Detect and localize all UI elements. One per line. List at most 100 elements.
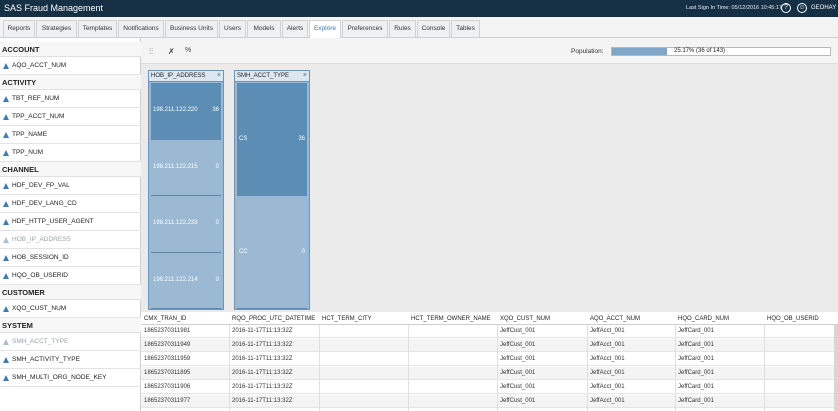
explore-toolbar: ⫶⫶ ✗ % Population: 25.17% (36 of 143) xyxy=(141,38,838,64)
filter-bin[interactable]: 198.211.122.214 0 xyxy=(151,252,221,309)
user-icon[interactable]: ☺ xyxy=(797,3,807,13)
percent-toggle[interactable]: % xyxy=(185,47,192,54)
sidebar-field-tpp-acct-num[interactable]: TPP_ACCT_NUM xyxy=(0,108,141,126)
close-icon[interactable]: × xyxy=(302,72,307,79)
field-type-icon xyxy=(3,219,9,225)
tab-models[interactable]: Models xyxy=(247,20,281,37)
sidebar-field-label: HOB_IP_ADDRESS xyxy=(12,236,71,243)
column-header-aqo-acct-num[interactable]: AQO_ACCT_NUM xyxy=(590,316,641,322)
sidebar-field-xqo-cust-num[interactable]: XQO_CUST_NUM xyxy=(0,300,141,318)
table-row[interactable]: 18652370311959 2016-11-17T11:13:32Z JeffCu… xyxy=(141,353,838,366)
tab-tables[interactable]: Tables xyxy=(451,20,480,37)
table-row[interactable]: 18652370311977 2016-11-17T11:13:32Z JeffCu… xyxy=(141,395,838,408)
main-tabs: Reports Strategies Templates Notifications B… xyxy=(0,17,838,38)
tab-users[interactable]: Users xyxy=(219,20,246,37)
table-row[interactable]: 18652370311949 2016-11-17T11:13:32Z JeffCu… xyxy=(141,339,838,352)
tab-strategies[interactable]: Strategies xyxy=(36,20,77,37)
column-header-hqo-ob-userid[interactable]: HQO_OB_USERID xyxy=(767,316,819,322)
column-header-hqo-card-num[interactable]: HQO_CARD_NUM xyxy=(678,316,730,322)
table-cell: 2016-11-17T11:13:32Z xyxy=(232,370,293,376)
field-type-icon xyxy=(3,150,9,156)
column-divider xyxy=(675,325,676,411)
sidebar-field-smh-acct-type[interactable]: SMH_ACCT_TYPE xyxy=(0,333,141,351)
table-cell: JeffCard_001 xyxy=(678,384,714,390)
tab-notifications[interactable]: Notifications xyxy=(118,20,164,37)
filter-bin-label: 198.211.122.215 xyxy=(153,163,198,170)
table-row[interactable]: 18652370311895 2016-11-17T11:13:32Z JeffCu… xyxy=(141,367,838,380)
table-cell: JeffCard_001 xyxy=(678,328,714,334)
sidebar-field-hdf-dev-lang-cd[interactable]: HDF_DEV_LANG_CD xyxy=(0,195,141,213)
sidebar-field-tpp-name[interactable]: TPP_NAME xyxy=(0,126,141,144)
field-type-icon xyxy=(3,375,9,381)
sidebar-field-label: HDF_HTTP_USER_AGENT xyxy=(12,218,94,225)
question-icon[interactable]: ? xyxy=(781,3,791,13)
filter-bin-label: 198.211.122.220 xyxy=(153,107,198,114)
table-cell: JeffAcct_001 xyxy=(590,370,625,376)
filter-card-hob-ip-address: HOB_IP_ADDRESS × 198.211.122.220 36 198.211.… xyxy=(148,70,224,310)
table-cell: JeffCard_001 xyxy=(678,342,714,348)
table-cell: 18652370311977 xyxy=(144,398,191,404)
table-cell: JeffCust_001 xyxy=(500,370,536,376)
field-type-icon xyxy=(3,96,9,102)
sidebar-field-aqo-acct-num[interactable]: AQO_ACCT_NUM xyxy=(0,57,141,75)
tab-console[interactable]: Console xyxy=(417,20,450,37)
clear-filter-icon[interactable]: ✗ xyxy=(168,47,175,56)
username[interactable]: GEOHAY xyxy=(811,5,837,11)
sidebar-field-hdf-http-user-agent[interactable]: HDF_HTTP_USER_AGENT xyxy=(0,213,141,231)
column-divider xyxy=(229,325,230,411)
app-title: SAS Fraud Management xyxy=(4,3,104,13)
filter-columns-icon[interactable]: ⫶⫶ xyxy=(149,47,153,56)
table-row[interactable]: 18652370311906 2016-11-17T11:13:32Z JeffCu… xyxy=(141,381,838,394)
sidebar-field-label: SMH_MULTI_ORG_NODE_KEY xyxy=(12,374,107,381)
tab-preferences[interactable]: Preferences xyxy=(342,20,388,37)
field-type-icon xyxy=(3,114,9,120)
filter-card-header: SMH_ACCT_TYPE × xyxy=(235,71,309,82)
tab-explore[interactable]: Explore xyxy=(309,20,341,38)
filter-bin-count: 0 xyxy=(215,276,219,283)
population-bar-fill xyxy=(612,48,667,55)
sidebar-field-tpp-num[interactable]: TPP_NUM xyxy=(0,144,141,162)
filter-bin-count: 0 xyxy=(301,248,305,255)
tab-templates[interactable]: Templates xyxy=(78,20,117,37)
table-cell: 2016-11-17T11:13:32Z xyxy=(232,356,293,362)
column-divider xyxy=(319,325,320,411)
sidebar-field-hdf-dev-fp-val[interactable]: HDF_DEV_FP_VAL xyxy=(0,177,141,195)
filter-bin[interactable]: CC 0 xyxy=(237,196,307,309)
filter-bin[interactable]: CS 36 xyxy=(237,83,307,196)
column-header-cmx-tran-id[interactable]: CMX_TRAN_ID xyxy=(144,316,187,322)
close-icon[interactable]: × xyxy=(216,72,221,79)
column-header-rqo-proc-utc-datetime[interactable]: RQO_PROC_UTC_DATETIME xyxy=(232,316,316,322)
table-cell: JeffCard_001 xyxy=(678,370,714,376)
field-type-icon xyxy=(3,339,9,345)
filter-bin[interactable]: 198.211.122.233 0 xyxy=(151,196,221,253)
column-header-hct-term-city[interactable]: HCT_TERM_CITY xyxy=(322,316,372,322)
column-header-hct-term-owner-name[interactable]: HCT_TERM_OWNER_NAME xyxy=(411,316,491,322)
field-type-icon xyxy=(3,63,9,69)
filter-card-title: SMH_ACCT_TYPE xyxy=(237,73,290,79)
sidebar-field-label: TPP_NAME xyxy=(12,131,48,138)
filter-bin[interactable]: 198.211.122.215 0 xyxy=(151,139,221,196)
tab-rules[interactable]: Rules xyxy=(389,20,416,37)
table-cell: 2016-11-17T11:13:32Z xyxy=(232,342,293,348)
filter-bin[interactable]: 198.211.122.220 36 xyxy=(151,83,221,140)
table-cell: JeffCard_001 xyxy=(678,356,714,362)
table-scrollbar[interactable] xyxy=(834,325,838,411)
sidebar-field-hob-session-id[interactable]: HOB_SESSION_ID xyxy=(0,249,141,267)
sidebar-field-label: XQO_CUST_NUM xyxy=(12,305,67,312)
sidebar-field-smh-multi-org-node-key[interactable]: SMH_MULTI_ORG_NODE_KEY xyxy=(0,369,141,387)
tab-alerts[interactable]: Alerts xyxy=(282,20,308,37)
table-row[interactable]: 18652370311981 2016-11-17T11:13:32Z JeffCu… xyxy=(141,325,838,338)
sidebar-field-tbt-ref-num[interactable]: TBT_REF_NUM xyxy=(0,90,141,108)
table-cell: JeffAcct_001 xyxy=(590,328,625,334)
column-header-xqo-cust-num[interactable]: XQO_CUST_NUM xyxy=(500,316,551,322)
filter-bin-label: 198.211.122.214 xyxy=(153,276,198,283)
results-table: CMX_TRAN_ID RQO_PROC_UTC_DATETIME HCT_TERM… xyxy=(141,312,838,411)
tab-business-units[interactable]: Business Units xyxy=(165,20,218,37)
table-cell: 2016-11-17T11:13:32Z xyxy=(232,328,293,334)
tab-reports[interactable]: Reports xyxy=(3,20,35,37)
population-bar: 25.17% (36 of 143) xyxy=(611,47,831,56)
sidebar-field-smh-activity-type[interactable]: SMH_ACTIVITY_TYPE xyxy=(0,351,141,369)
table-cell: JeffCust_001 xyxy=(500,356,536,362)
sidebar-field-hob-ip-address[interactable]: HOB_IP_ADDRESS xyxy=(0,231,141,249)
sidebar-field-hqo-ob-userid[interactable]: HQO_OB_USERID xyxy=(0,267,141,285)
